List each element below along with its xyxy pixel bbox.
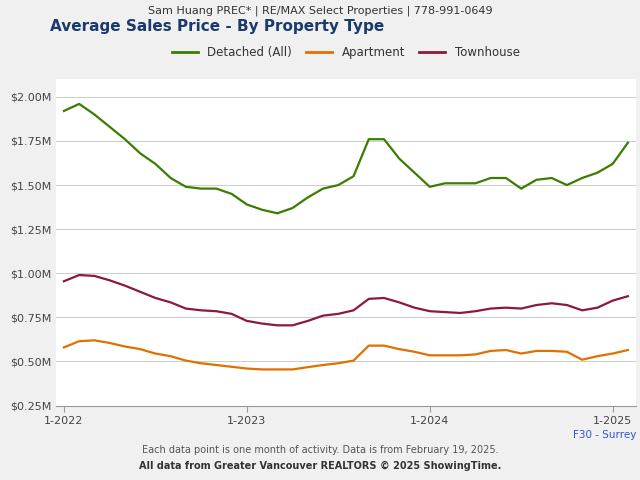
Text: Sam Huang PREC* | RE/MAX Select Properties | 778-991-0649: Sam Huang PREC* | RE/MAX Select Properti… <box>148 5 492 16</box>
Legend: Detached (All), Apartment, Townhouse: Detached (All), Apartment, Townhouse <box>167 41 525 63</box>
Text: All data from Greater Vancouver REALTORS © 2025 ShowingTime.: All data from Greater Vancouver REALTORS… <box>139 461 501 471</box>
Text: Average Sales Price - By Property Type: Average Sales Price - By Property Type <box>50 19 384 34</box>
Text: Each data point is one month of activity. Data is from February 19, 2025.: Each data point is one month of activity… <box>141 445 499 456</box>
Text: F30 - Surrey: F30 - Surrey <box>573 430 637 440</box>
